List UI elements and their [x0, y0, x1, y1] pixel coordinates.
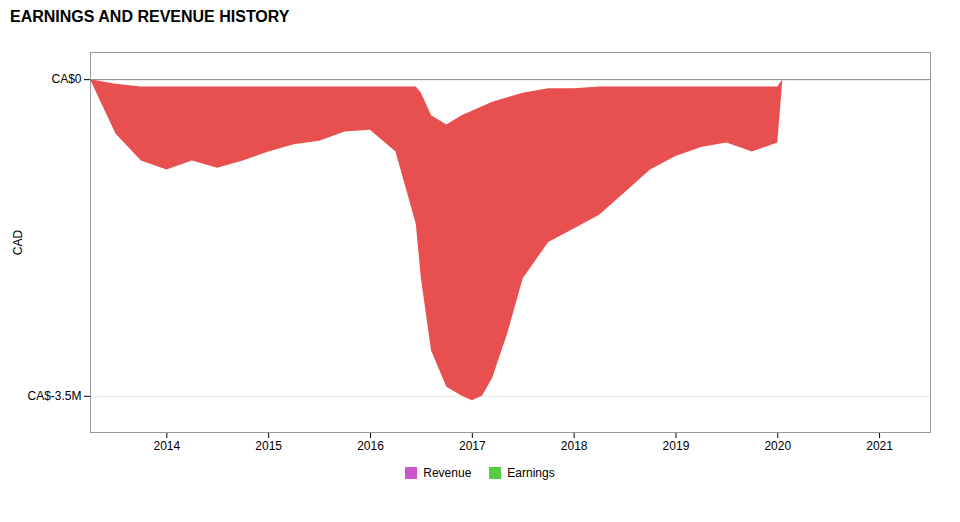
svg-text:2019: 2019 — [663, 439, 690, 453]
svg-text:CAD: CAD — [11, 230, 25, 256]
svg-text:2015: 2015 — [255, 439, 282, 453]
html-text:Revenue: Revenue — [423, 466, 472, 480]
html-text:Earnings: Earnings — [507, 466, 555, 480]
svg-text:2020: 2020 — [764, 439, 791, 453]
html-text:EARNINGS AND REVENUE HISTORY: EARNINGS AND REVENUE HISTORY — [10, 8, 290, 25]
svg-text:2018: 2018 — [561, 439, 588, 453]
svg-text:2014: 2014 — [154, 439, 181, 453]
svg-text:CA$-3.5M: CA$-3.5M — [27, 389, 81, 403]
svg-text:CA$0: CA$0 — [51, 72, 81, 86]
svg-text:2021: 2021 — [866, 439, 893, 453]
svg-text:2017: 2017 — [459, 439, 486, 453]
svg-text:2016: 2016 — [357, 439, 384, 453]
